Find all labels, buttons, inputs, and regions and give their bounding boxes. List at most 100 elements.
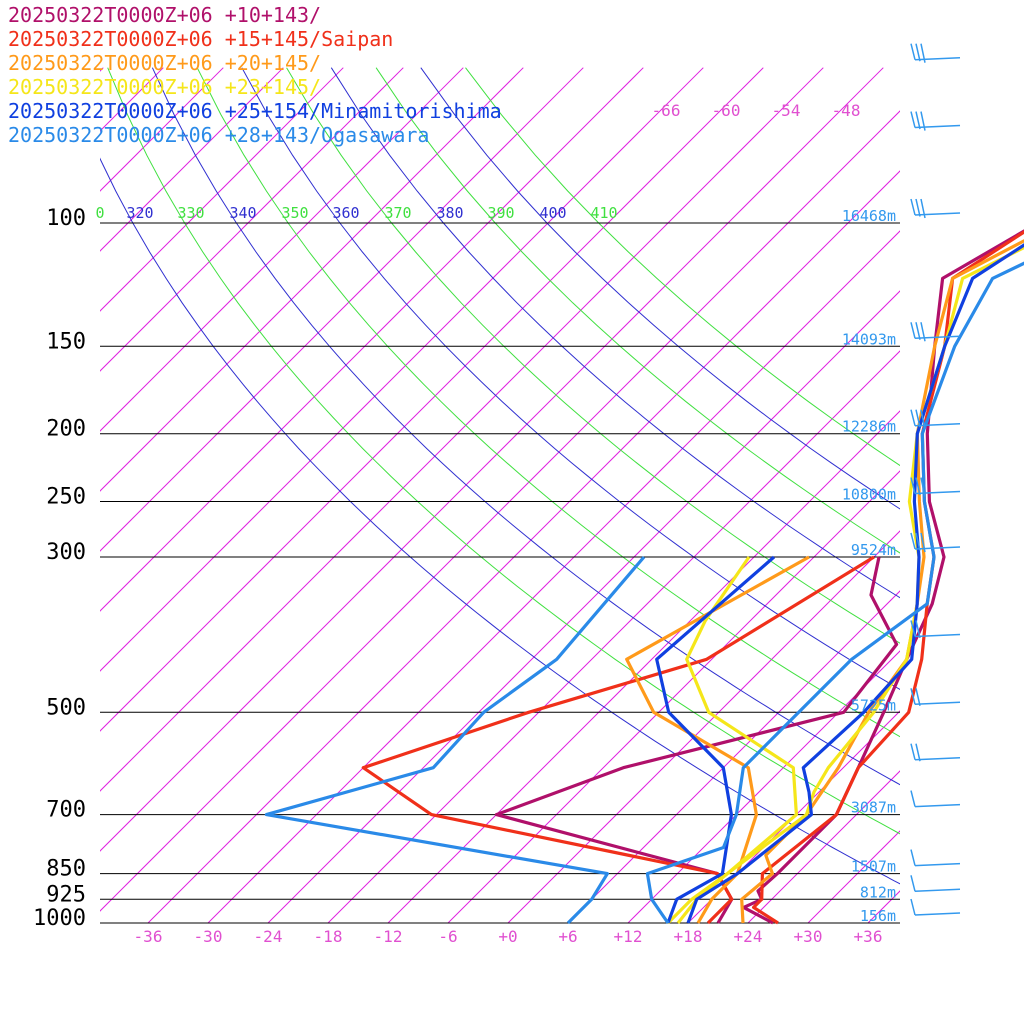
isotherm-line	[100, 67, 224, 192]
isotherm-line	[747, 770, 900, 923]
wind-barb	[910, 409, 961, 429]
legend-entry: 20250322T0000Z+06 +28+143/Ogasawara	[8, 123, 429, 147]
isotherm-line	[100, 67, 884, 852]
isotherm-line	[147, 170, 900, 923]
isotherm-line	[627, 650, 900, 923]
wind-barb	[910, 43, 961, 63]
isotherm-line	[100, 67, 284, 252]
isotherm-line	[0, 68, 43, 923]
height-label: 14093m	[842, 330, 896, 348]
theta-label: 390	[487, 204, 514, 222]
isotherm-line	[267, 290, 900, 923]
wind-barb	[910, 849, 961, 867]
pressure-label: 250	[46, 485, 86, 510]
isotherm-line	[100, 67, 404, 372]
legend-entry: 20250322T0000Z+06 +20+145/	[8, 51, 321, 75]
dewpoint-profile-line	[264, 555, 646, 925]
isotherm-line	[507, 530, 900, 923]
legend-entry: 20250322T0000Z+06 +25+154/Minamitorishim…	[8, 99, 502, 123]
wind-barb	[910, 532, 961, 553]
theta-label: 360	[332, 204, 359, 222]
upper-temperature-label: -54	[772, 101, 801, 120]
pressure-label: 300	[46, 540, 86, 565]
temperature-tick-label: +6	[558, 927, 577, 946]
isotherm-line	[100, 67, 344, 312]
theta-line	[375, 67, 900, 554]
isotherm-line	[567, 590, 900, 923]
theta-label: 330	[177, 204, 204, 222]
dewpoint-profile-line	[666, 556, 798, 925]
pressure-label: 925	[46, 882, 86, 907]
theta-label: 350	[281, 204, 308, 222]
height-label: 16468m	[842, 207, 896, 225]
wind-barb	[910, 898, 961, 916]
isotherm-line	[100, 67, 524, 492]
temperature-profile-line	[742, 229, 1024, 925]
pressure-label: 200	[46, 417, 86, 442]
temperature-tick-label: -18	[314, 927, 343, 946]
temperature-tick-label: +0	[498, 927, 517, 946]
legend-entry: 20250322T0000Z+06 +15+145/Saipan	[8, 27, 393, 51]
wind-barbs	[910, 43, 961, 916]
potential-temperature-lines	[100, 67, 900, 885]
wind-barb	[910, 875, 961, 893]
isotherm-line	[100, 67, 464, 432]
axis-labels: 100 16468m 150 14093m 200 12286m 250 10800m 300 9…	[33, 101, 896, 946]
pressure-label: 100	[46, 206, 86, 231]
wind-barb	[910, 688, 961, 706]
legend-entry: 20250322T0000Z+06 +23+145/	[8, 75, 321, 99]
theta-label: 0	[95, 204, 104, 222]
wind-barb	[910, 477, 961, 497]
pressure-label: 150	[46, 329, 86, 354]
height-label: 156m	[860, 907, 896, 925]
sounding-profiles	[264, 229, 1024, 925]
legend: 20250322T0000Z+06 +10+143/20250322T0000Z…	[8, 3, 502, 147]
dewpoint-profile-line	[361, 555, 875, 925]
temperature-tick-label: -6	[438, 927, 457, 946]
isotherm-line	[447, 470, 900, 923]
height-label: 3087m	[851, 799, 896, 817]
theta-label: 410	[590, 204, 617, 222]
wind-barb	[910, 111, 961, 131]
theta-line	[420, 67, 900, 510]
isotherm-line	[988, 68, 1024, 923]
temperature-tick-label: +36	[854, 927, 883, 946]
height-label: 1507m	[851, 858, 896, 876]
isotherm-line	[100, 67, 584, 552]
pressure-label: 500	[46, 695, 86, 720]
dewpoint-profile-line	[625, 555, 810, 924]
upper-temperature-label: -48	[832, 101, 861, 120]
isotherm-line	[100, 67, 644, 612]
theta-label: 370	[384, 204, 411, 222]
legend-entry: 20250322T0000Z+06 +10+143/	[8, 3, 321, 27]
theta-line	[151, 67, 900, 786]
temperature-tick-label: +12	[614, 927, 643, 946]
theta-label: 400	[539, 204, 566, 222]
pressure-label: 700	[46, 798, 86, 823]
isotherm-line	[387, 410, 900, 923]
isotherm-line	[327, 350, 900, 923]
temperature-tick-label: -12	[374, 927, 403, 946]
temperature-tick-label: +18	[674, 927, 703, 946]
pressure-label: 850	[46, 857, 86, 882]
temperature-profile-line	[645, 261, 1024, 924]
isotherm-line	[100, 67, 704, 672]
wind-barb	[910, 620, 961, 639]
temperature-tick-label: +30	[794, 927, 823, 946]
theta-line	[100, 157, 900, 885]
isotherm-line	[100, 110, 900, 912]
height-label: 10800m	[842, 486, 896, 504]
wind-barb	[910, 790, 961, 808]
theta-label: 380	[436, 204, 463, 222]
temperature-tick-label: -36	[134, 927, 163, 946]
upper-temperature-label: -66	[652, 101, 681, 120]
pressure-label: 1000	[33, 906, 86, 931]
theta-label: 340	[229, 204, 256, 222]
theta-line	[107, 67, 900, 835]
theta-line	[330, 67, 900, 599]
isotherm-line	[100, 67, 824, 792]
theta-line	[465, 67, 900, 467]
height-label: 812m	[860, 883, 896, 901]
height-label: 9524m	[851, 541, 896, 559]
